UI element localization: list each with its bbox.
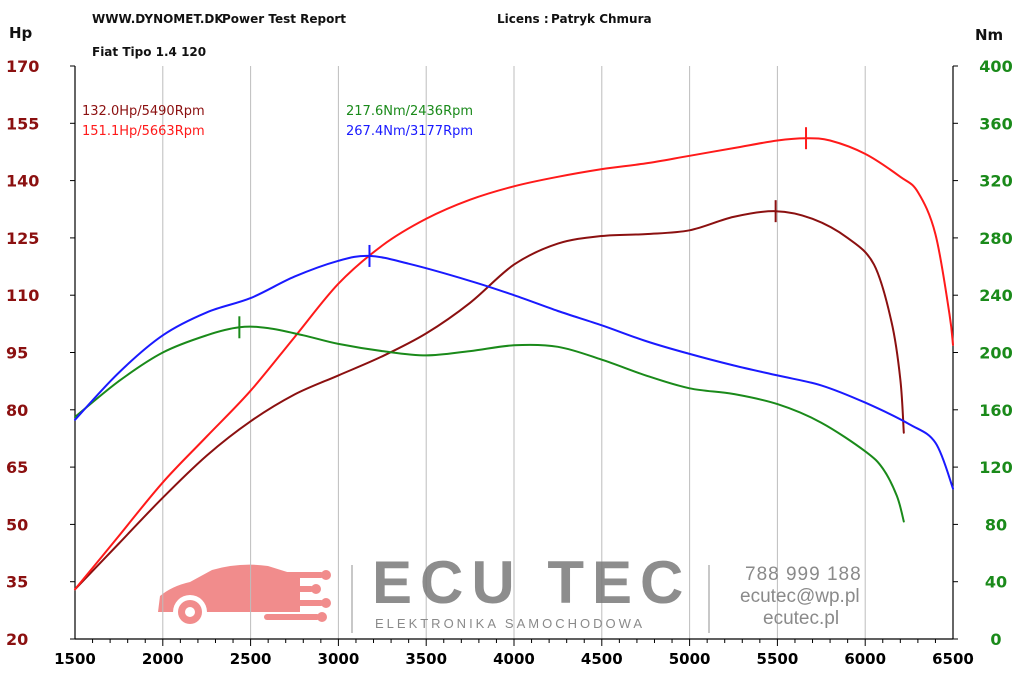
right-tick-label: 320 <box>979 172 1012 191</box>
right-axis-unit: Nm <box>975 26 1004 44</box>
peak-label-hp-tuned: 151.1Hp/5663Rpm <box>82 124 205 139</box>
series-line-nm-stock <box>74 325 905 523</box>
left-tick-label: 20 <box>6 630 28 649</box>
left-tick-label: 80 <box>6 401 28 420</box>
peak-label-hp-stock: 132.0Hp/5490Rpm <box>82 104 205 119</box>
x-tick-label: 3000 <box>318 650 360 668</box>
vehicle-name: Fiat Tipo 1.4 120 <box>92 45 207 59</box>
series-line-hp-stock <box>74 210 905 591</box>
right-tick-label: 200 <box>979 344 1012 363</box>
watermark-divider-left <box>351 565 353 633</box>
report-site: WWW.DYNOMET.DK <box>92 12 224 26</box>
right-tick-label: 80 <box>985 515 1007 534</box>
watermark-website: ecutec.pl <box>763 608 840 629</box>
left-tick-label: 125 <box>6 229 39 248</box>
watermark-brand: ECU TEC <box>372 549 692 616</box>
x-tick-label: 6500 <box>932 650 974 668</box>
peak-label-nm-tuned: 267.4Nm/3177Rpm <box>346 124 474 139</box>
x-tick-label: 1500 <box>54 650 96 668</box>
watermark-phone: 788 999 188 <box>745 564 862 585</box>
x-tick-label: 2500 <box>230 650 272 668</box>
right-tick-label: 360 <box>979 114 1012 133</box>
x-tick-label: 4500 <box>581 650 623 668</box>
left-axis-unit: Hp <box>9 24 33 42</box>
series-line-nm-tuned <box>74 254 954 490</box>
left-tick-label: 65 <box>6 458 28 477</box>
left-tick-label: 140 <box>6 172 39 191</box>
x-tick-label: 2000 <box>142 650 184 668</box>
right-tick-label: 0 <box>990 630 1001 649</box>
left-tick-label: 110 <box>6 286 39 305</box>
right-tick-label: 400 <box>979 57 1012 76</box>
right-tick-label: 160 <box>979 401 1012 420</box>
left-tick-label: 170 <box>6 57 39 76</box>
x-tick-label: 5000 <box>669 650 711 668</box>
x-tick-label: 3500 <box>405 650 447 668</box>
left-tick-label: 95 <box>6 344 28 363</box>
licence-name: Patryk Chmura <box>551 12 652 26</box>
x-tick-label: 5500 <box>757 650 799 668</box>
x-tick-label: 6000 <box>844 650 886 668</box>
ecu-tec-watermark <box>158 564 710 633</box>
watermark-divider-right <box>708 565 710 633</box>
left-tick-label: 35 <box>6 573 28 592</box>
x-tick-label: 4000 <box>493 650 535 668</box>
right-tick-label: 120 <box>979 458 1012 477</box>
series-line-hp-tuned <box>74 137 954 591</box>
right-tick-label: 280 <box>979 229 1012 248</box>
licence-label: Licens : <box>497 12 549 26</box>
watermark-tagline: ELEKTRONIKA SAMOCHODOWA <box>375 616 646 631</box>
car-logo-icon <box>158 564 331 629</box>
report-title: Power Test Report <box>222 12 347 26</box>
right-tick-label: 40 <box>985 573 1007 592</box>
left-tick-label: 50 <box>6 515 28 534</box>
right-tick-label: 240 <box>979 286 1012 305</box>
left-tick-label: 155 <box>6 114 39 133</box>
watermark-email: ecutec@wp.pl <box>740 586 860 607</box>
peak-label-nm-stock: 217.6Nm/2436Rpm <box>346 104 474 119</box>
